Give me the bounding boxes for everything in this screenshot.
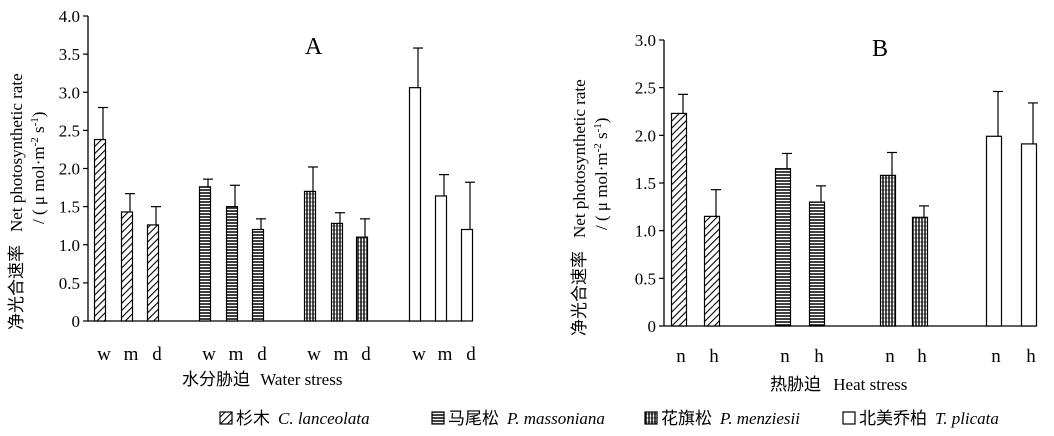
bar: [1020, 143, 1038, 327]
bar: [120, 211, 134, 322]
legend-item-c-lanceolata: 杉木 C. lanceolata: [219, 409, 370, 428]
x-category-label: n: [676, 346, 686, 367]
y-tick-label: 0.5: [635, 269, 656, 288]
panel-a-xlabel: 水分胁迫 Water stress: [182, 370, 342, 389]
legend-swatch-hstripe: [431, 411, 445, 425]
x-category-label: w: [307, 344, 321, 365]
panel-b-xlabel: 热胁迫 Heat stress: [770, 375, 907, 394]
legend-label-p-menziesii: 花旗松 P. menziesii: [661, 409, 800, 428]
x-category-label: m: [229, 344, 244, 365]
x-category-label: h: [1026, 346, 1036, 367]
x-category-label: m: [334, 344, 349, 365]
y-tick-label: 0: [648, 317, 657, 336]
bar: [808, 201, 826, 327]
panel-b-letter: B: [872, 36, 888, 62]
x-category-label: n: [991, 346, 1001, 367]
y-tick-label: 0.5: [59, 274, 80, 293]
panel-b-ylabel-cn: 净光合速率: [570, 251, 589, 336]
x-category-label: w: [202, 344, 216, 365]
bar: [879, 174, 897, 327]
panel-b-xlabel-cn: 热胁迫: [770, 375, 821, 394]
legend: 杉木 C. lanceolata 马尾松 P. massoniana 花旗松 P. m…: [219, 409, 999, 428]
bar: [93, 138, 107, 322]
x-category-label: d: [152, 344, 162, 365]
x-category-label: d: [466, 344, 476, 365]
legend-item-p-menziesii: 花旗松 P. menziesii: [644, 409, 800, 428]
bar: [434, 195, 448, 322]
bar: [460, 228, 474, 322]
panel-a-axes: 0 0.5 1.0 1.5 2.0 2.5 3.0 3.5 4.0: [59, 7, 465, 331]
bar: [303, 190, 317, 322]
bar: [225, 206, 239, 322]
panel-b-ylabel-en: Net photosynthetic rate: [570, 79, 589, 238]
panel-b: 净光合速率 Net photosynthetic rate / ( μ mol·…: [570, 31, 1038, 394]
x-category-label: d: [257, 344, 267, 365]
panel-a-ylabel-unit: / ( μ mol·m-2 s-1): [29, 112, 48, 224]
bar: [985, 135, 1003, 327]
y-tick-label: 2.0: [635, 126, 656, 145]
x-category-label: m: [124, 344, 139, 365]
y-tick-label: 4.0: [59, 7, 80, 26]
y-tick-label: 0: [72, 312, 81, 331]
y-tick-label: 2.0: [59, 160, 80, 179]
y-tick-label: 1.5: [635, 174, 656, 193]
panel-b-xlabel-en: Heat stress: [833, 375, 907, 394]
y-tick-label: 1.0: [59, 236, 80, 255]
bar: [670, 112, 688, 327]
legend-label-t-plicata: 北美乔柏 T. plicata: [859, 409, 999, 428]
panel-a-ylabel-cn: 净光合速率: [7, 245, 26, 330]
legend-swatch-white: [842, 411, 856, 425]
x-category-label: n: [780, 346, 790, 367]
bar: [330, 222, 344, 322]
legend-label-c-lanceolata: 杉木 C. lanceolata: [236, 409, 370, 428]
x-category-label: h: [814, 346, 824, 367]
y-tick-label: 3.0: [635, 31, 656, 50]
x-category-label: w: [97, 344, 111, 365]
panel-a-ylabel-en: Net photosynthetic rate: [7, 73, 26, 232]
y-tick-label: 3.0: [59, 83, 80, 102]
bar: [251, 228, 265, 322]
bar: [774, 168, 792, 327]
panel-a: 净光合速率 Net photosynthetic rate / ( μ mol·…: [7, 7, 476, 389]
panel-a-letter: A: [305, 34, 323, 60]
bar: [355, 236, 369, 322]
y-tick-label: 2.5: [59, 121, 80, 140]
bar: [703, 215, 721, 327]
x-category-label: m: [438, 344, 453, 365]
panel-a-xlabel-cn: 水分胁迫: [182, 370, 250, 389]
bar: [146, 224, 160, 322]
panel-b-axes: 0 0.5 1.0 1.5 2.0 2.5 3.0: [635, 31, 1036, 336]
x-category-label: h: [709, 346, 719, 367]
legend-item-p-massoniana: 马尾松 P. massoniana: [431, 409, 605, 428]
bar: [911, 216, 929, 327]
y-tick-label: 2.5: [635, 79, 656, 98]
panel-b-ylabel-unit: / ( μ mol·m-2 s-1): [592, 118, 611, 230]
y-tick-label: 1.0: [635, 222, 656, 241]
legend-item-t-plicata: 北美乔柏 T. plicata: [842, 409, 999, 428]
legend-swatch-diag: [219, 411, 233, 425]
y-tick-label: 3.5: [59, 45, 80, 64]
legend-label-p-massoniana: 马尾松 P. massoniana: [448, 409, 605, 428]
x-category-label: h: [917, 346, 927, 367]
y-tick-label: 1.5: [59, 198, 80, 217]
bar: [408, 87, 422, 322]
bar: [198, 186, 212, 322]
panel-a-xlabel-en: Water stress: [260, 370, 342, 389]
x-category-label: d: [361, 344, 371, 365]
x-category-label: n: [885, 346, 895, 367]
x-category-label: w: [412, 344, 426, 365]
legend-swatch-vstripe: [644, 411, 658, 425]
